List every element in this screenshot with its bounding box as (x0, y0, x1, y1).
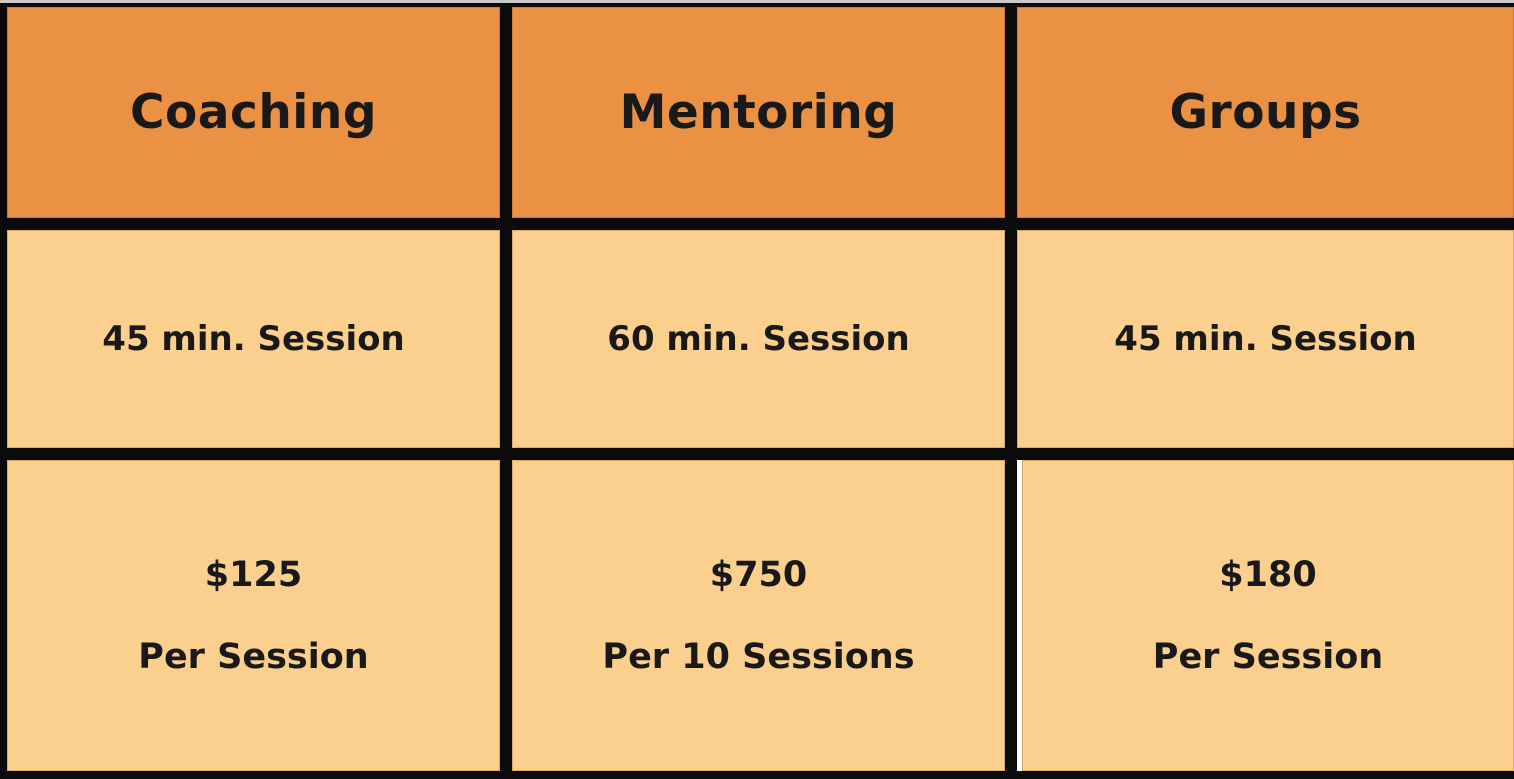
price-unit-mentoring: Per 10 Sessions (602, 636, 915, 677)
header-cell-groups: Groups (1017, 7, 1514, 218)
header-label-coaching: Coaching (129, 85, 378, 140)
price-cell-mentoring: $750 Per 10 Sessions (512, 460, 1005, 771)
duration-label-mentoring: 60 min. Session (607, 319, 910, 359)
pricing-grid: Coaching Mentoring Groups 45 min. Sessio… (7, 7, 1514, 771)
price-amount-mentoring: $750 (709, 554, 808, 595)
duration-cell-mentoring: 60 min. Session (512, 230, 1005, 448)
price-cell-coaching: $125 Per Session (7, 460, 500, 771)
header-label-groups: Groups (1169, 85, 1362, 140)
price-amount-groups: $180 (1219, 554, 1317, 595)
header-cell-coaching: Coaching (7, 7, 500, 218)
header-label-mentoring: Mentoring (619, 85, 898, 140)
price-unit-groups: Per Session (1152, 636, 1384, 677)
duration-label-groups: 45 min. Session (1114, 319, 1417, 359)
top-divider-line (0, 0, 1514, 3)
header-cell-mentoring: Mentoring (512, 7, 1005, 218)
duration-cell-groups: 45 min. Session (1017, 230, 1514, 448)
price-amount-coaching: $125 (204, 554, 303, 595)
price-unit-coaching: Per Session (138, 636, 369, 677)
duration-label-coaching: 45 min. Session (102, 319, 405, 359)
price-cell-groups: $180 Per Session (1017, 460, 1514, 771)
duration-cell-coaching: 45 min. Session (7, 230, 500, 448)
